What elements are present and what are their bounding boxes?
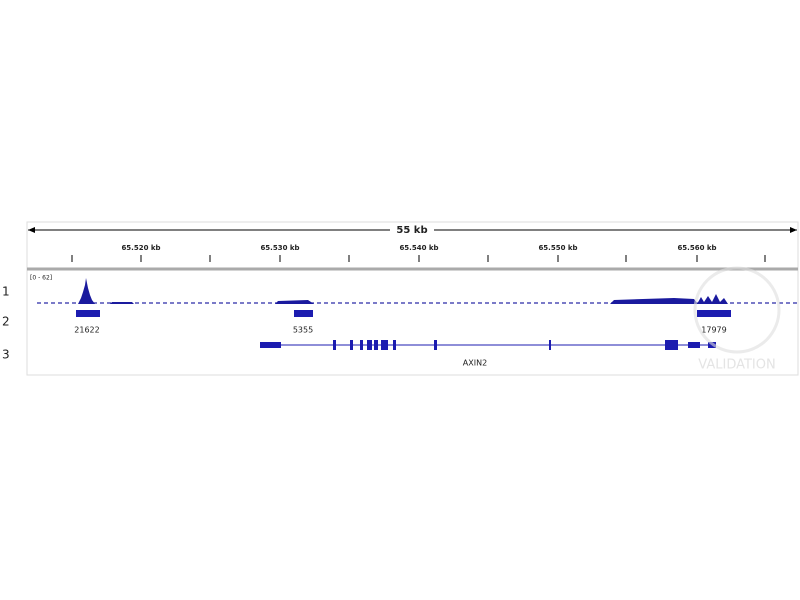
peak-label: 17979 [701, 326, 726, 335]
track-index: 3 [2, 348, 10, 362]
watermark: VALIDATION [698, 358, 775, 373]
ruler-tick-label: 65.560 kb [677, 244, 716, 252]
ruler-tick-label: 65.520 kb [121, 244, 160, 252]
coverage [78, 278, 728, 304]
span-label: 55 kb [396, 225, 427, 236]
peak [294, 310, 313, 317]
range-label: [0 - 62] [30, 275, 52, 282]
ruler-tick-label: 65.530 kb [260, 244, 299, 252]
gene-label: AXIN2 [463, 359, 487, 368]
peak-label: 5355 [293, 326, 313, 335]
ruler-tick-label: 65.550 kb [538, 244, 577, 252]
peak [76, 310, 100, 317]
track-index: 1 [2, 285, 10, 299]
ruler-tick-label: 65.540 kb [399, 244, 438, 252]
track-index: 2 [2, 315, 10, 329]
peak-label: 21622 [74, 326, 99, 335]
watermark-logo [693, 266, 781, 354]
peak [697, 310, 731, 317]
ruler-ticks [71, 255, 766, 262]
